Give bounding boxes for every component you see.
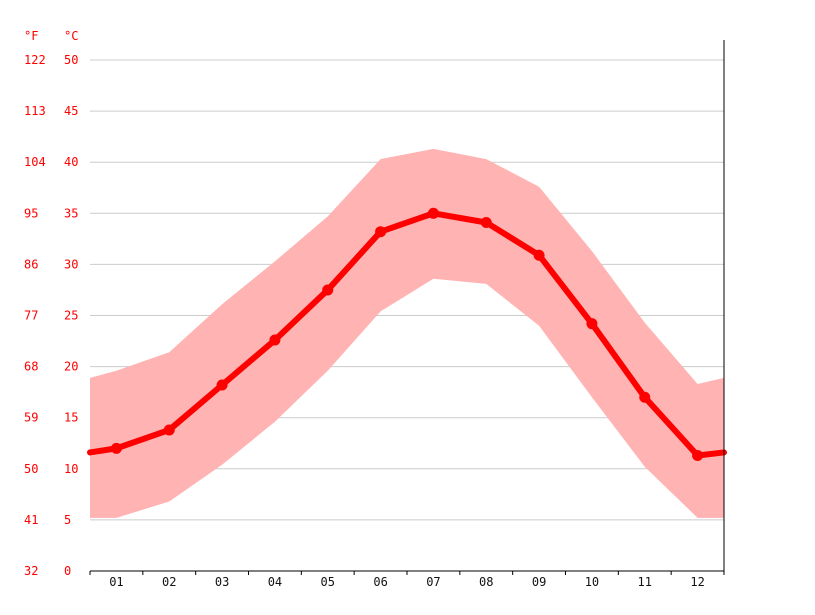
temperature-range-layer [90,148,724,518]
temperature-point [375,226,387,238]
fahrenheit-tick-label: 32 [24,564,38,578]
temperature-point [639,391,651,403]
celsius-tick-label: 10 [64,462,78,476]
fahrenheit-tick-label: 86 [24,257,38,271]
temperature-line-layer [87,207,727,462]
month-tick-label: 04 [268,575,282,589]
temperature-point [269,334,281,346]
month-tick-label: 01 [109,575,123,589]
temperature-point [322,284,334,296]
celsius-unit-label: °C [64,29,78,43]
celsius-tick-label: 15 [64,411,78,425]
temperature-point [480,216,492,228]
fahrenheit-unit-label: °F [24,29,38,43]
celsius-tick-label: 30 [64,257,78,271]
month-tick-label: 07 [426,575,440,589]
fahrenheit-tick-label: 50 [24,462,38,476]
celsius-tick-label: 20 [64,360,78,374]
fahrenheit-tick-label: 122 [24,53,46,67]
fahrenheit-tick-label: 59 [24,411,38,425]
celsius-tick-label: 50 [64,53,78,67]
month-tick-label: 03 [215,575,229,589]
month-tick-label: 11 [638,575,652,589]
fahrenheit-tick-label: 95 [24,206,38,220]
temperature-point [216,379,228,391]
temperature-point [427,207,439,219]
fahrenheit-tick-label: 68 [24,360,38,374]
celsius-tick-label: 0 [64,564,71,578]
celsius-tick-label: 40 [64,155,78,169]
temperature-point [110,442,122,454]
fahrenheit-tick-label: 104 [24,155,46,169]
fahrenheit-tick-label: 113 [24,104,46,118]
temperature-point [163,424,175,436]
fahrenheit-tick-label: 77 [24,309,38,323]
celsius-tick-label: 35 [64,206,78,220]
celsius-tick-label: 5 [64,513,71,527]
temperature-point [586,318,598,330]
average-temperature-line [87,210,727,459]
month-tick-label: 02 [162,575,176,589]
celsius-tick-label: 25 [64,309,78,323]
month-tick-label: 10 [585,575,599,589]
label-layer: °F °C 3241505968778695104113122051015202… [24,29,705,589]
month-tick-label: 12 [690,575,704,589]
temperature-point [533,249,545,261]
month-tick-label: 05 [321,575,335,589]
month-tick-label: 08 [479,575,493,589]
temperature-point [692,450,704,462]
temperature-range-band [90,148,724,518]
axis-layer [89,40,725,575]
month-tick-label: 09 [532,575,546,589]
month-tick-label: 06 [373,575,387,589]
celsius-tick-label: 45 [64,104,78,118]
fahrenheit-tick-label: 41 [24,513,38,527]
